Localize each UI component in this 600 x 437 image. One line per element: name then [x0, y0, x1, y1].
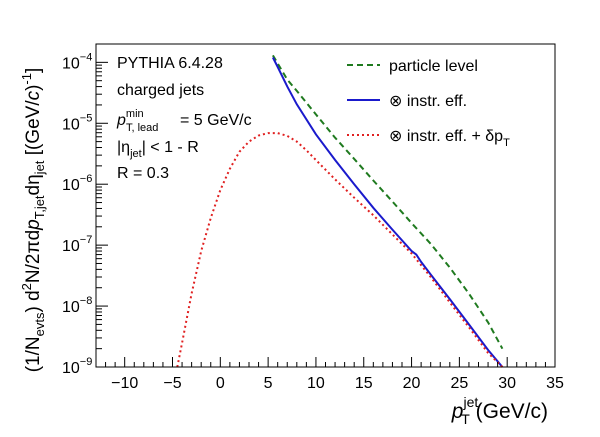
y-tick-label: 10−6: [62, 173, 92, 194]
x-label-sup: jet: [462, 394, 478, 410]
annotation-radius: R = 0.3: [117, 165, 169, 182]
annotation-generator: PYTHIA 6.4.28: [117, 55, 223, 72]
x-axis-label: pjet T (GeV/c): [451, 394, 548, 427]
legend-label-instr-eff: ⊗ instr. eff.: [389, 93, 467, 110]
x-tick-label: 10: [307, 375, 325, 392]
legend-label-particle-level: particle level: [389, 58, 478, 75]
series-line-2: [176, 132, 504, 368]
x-axis: −10 −5 0 5 10 15 20 25 30 35: [105, 357, 564, 392]
annotation-eta-prefix: |η: [117, 139, 130, 156]
x-label-main: p: [451, 400, 464, 423]
legend: particle level ⊗ instr. eff. ⊗ instr. ef…: [347, 58, 510, 149]
legend-label-dpt-sub: T: [503, 137, 510, 149]
legend-label-dpt-main: ⊗ instr. eff. + δp: [389, 128, 503, 145]
x-tick-label: 30: [498, 375, 516, 392]
x-label-sub: T: [461, 411, 470, 427]
legend-label-instr-eff-dpt: ⊗ instr. eff. + δpT: [389, 128, 510, 149]
annotation-lead-value: = 5 GeV/c: [180, 112, 252, 129]
x-tick-label: 35: [546, 375, 564, 392]
annotation-eta-cut: |ηjet| < 1 - R: [117, 139, 199, 160]
annotation-lead-sub: T, lead: [126, 122, 158, 134]
y-tick-label: 10−8: [62, 295, 92, 316]
annotation-eta-sub: jet: [129, 148, 142, 160]
y-axis: 10−9 10−8 10−7 10−6 10−5 10−4: [62, 43, 108, 377]
x-tick-label: 20: [403, 375, 421, 392]
y-tick-label: 10−7: [62, 234, 92, 255]
y-tick-label: 10−5: [62, 112, 92, 133]
series-line-0: [272, 54, 504, 350]
y-tick-label: 10−9: [62, 356, 92, 377]
y-axis-label: (1/Nevts) d2N/2πdpT,jetdηjet [(GeV/c)-1]: [19, 68, 47, 373]
annotation-lead-main: p: [116, 112, 126, 129]
series-line-1: [272, 57, 504, 368]
x-tick-label: 25: [450, 375, 468, 392]
annotation-block: PYTHIA 6.4.28 charged jets pmin T, lead = …: [116, 55, 252, 182]
annotation-lead-sup: min: [126, 108, 144, 120]
y-tick-label: 10−4: [62, 51, 92, 72]
x-tick-label: 15: [355, 375, 373, 392]
annotation-jets: charged jets: [117, 82, 204, 99]
x-tick-label: −10: [111, 375, 138, 392]
x-label-unit: (GeV/c): [470, 400, 548, 423]
annotation-leading-cut: pmin T, lead = 5 GeV/c: [116, 108, 252, 134]
x-tick-label: 5: [264, 375, 273, 392]
annotation-eta-rest: | < 1 - R: [142, 139, 199, 156]
x-tick-label: 0: [216, 375, 225, 392]
series-layer: [176, 54, 504, 368]
x-tick-label: −5: [163, 375, 181, 392]
